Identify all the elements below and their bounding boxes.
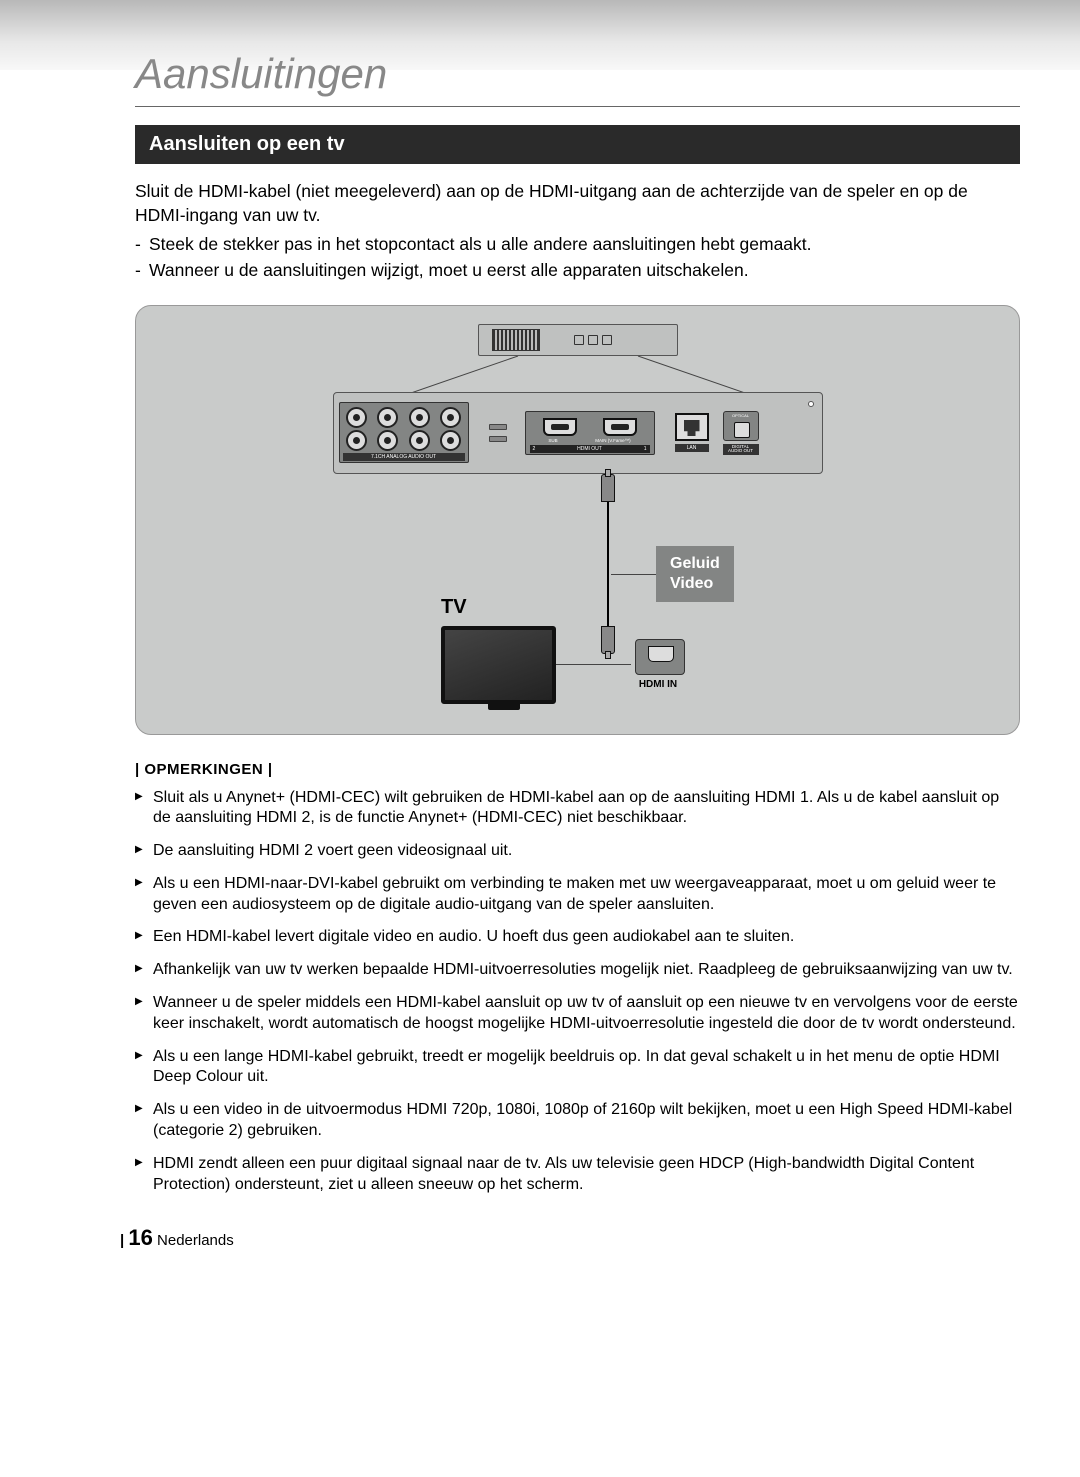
note-item: Een HDMI-kabel levert digitale video en … xyxy=(135,927,1020,948)
intro-bullet: Wanneer u de aansluitingen wijzigt, moet… xyxy=(135,259,1020,283)
note-item: De aansluiting HDMI 2 voert geen videosi… xyxy=(135,841,1020,862)
hdmi-sub-label: SUB xyxy=(548,438,557,443)
tv-label: TV xyxy=(441,596,467,619)
audio-video-label: Geluid Video xyxy=(656,546,734,602)
hdmi-in-label: HDMI IN xyxy=(631,679,685,690)
notes-list: Sluit als u Anynet+ (HDMI-CEC) wilt gebr… xyxy=(135,788,1020,1196)
note-item: Sluit als u Anynet+ (HDMI-CEC) wilt gebr… xyxy=(135,788,1020,830)
intro-block: Sluit de HDMI-kabel (niet meegeleverd) a… xyxy=(135,180,1020,283)
hdmi-port-1 xyxy=(603,418,637,436)
note-item: Wanneer u de speler middels een HDMI-kab… xyxy=(135,993,1020,1035)
notes-heading: | OPMERKINGEN | xyxy=(135,761,1020,778)
card-slots xyxy=(489,424,507,442)
optical-block: DIGITALAUDIO OUT xyxy=(723,411,759,455)
footer-language: Nederlands xyxy=(157,1232,234,1249)
player-back-panel: 7.1CH ANALOG AUDIO OUT SUB MAIN (V.Fame™… xyxy=(333,392,823,474)
analog-audio-label: 7.1CH ANALOG AUDIO OUT xyxy=(343,453,465,461)
note-item: Afhankelijk van uw tv werken bepaalde HD… xyxy=(135,960,1020,981)
hdmi-out-label: HDMI OUT xyxy=(535,446,643,452)
note-item: Als u een HDMI-naar-DVI-kabel gebruikt o… xyxy=(135,874,1020,916)
optical-label: DIGITALAUDIO OUT xyxy=(723,444,759,455)
hdmi-plug-top xyxy=(601,474,615,502)
hdmi-num-1: 1 xyxy=(644,446,647,452)
hdmi-out-block: SUB MAIN (V.Fame™) 2 HDMI OUT 1 xyxy=(525,411,655,455)
hdmi-in-plate xyxy=(635,639,685,675)
audio-label: Geluid xyxy=(670,554,720,574)
chapter-title: Aansluitingen xyxy=(135,50,1020,107)
note-item: HDMI zendt alleen een puur digitaal sign… xyxy=(135,1154,1020,1196)
page-number: 16 xyxy=(128,1225,152,1250)
player-top-strip xyxy=(478,324,678,356)
page-footer: | 16 Nederlands xyxy=(120,1225,1020,1251)
video-label: Video xyxy=(670,574,720,594)
intro-paragraph: Sluit de HDMI-kabel (niet meegeleverd) a… xyxy=(135,180,1020,227)
lan-label: LAN xyxy=(675,444,709,452)
note-item: Als u een video in de uitvoermodus HDMI … xyxy=(135,1100,1020,1142)
analog-audio-block: 7.1CH ANALOG AUDIO OUT xyxy=(339,402,469,463)
intro-bullet: Steek de stekker pas in het stopcontact … xyxy=(135,233,1020,257)
lan-block: LAN xyxy=(675,413,709,452)
hdmi-main-label: MAIN (V.Fame™) xyxy=(595,438,630,443)
hdmi-port-2 xyxy=(543,418,577,436)
section-heading: Aansluiten op een tv xyxy=(135,125,1020,164)
footer-bar: | xyxy=(120,1232,124,1249)
note-item: Als u een lange HDMI-kabel gebruikt, tre… xyxy=(135,1047,1020,1089)
tv-icon xyxy=(441,626,556,704)
connection-diagram: 7.1CH ANALOG AUDIO OUT SUB MAIN (V.Fame™… xyxy=(135,305,1020,735)
